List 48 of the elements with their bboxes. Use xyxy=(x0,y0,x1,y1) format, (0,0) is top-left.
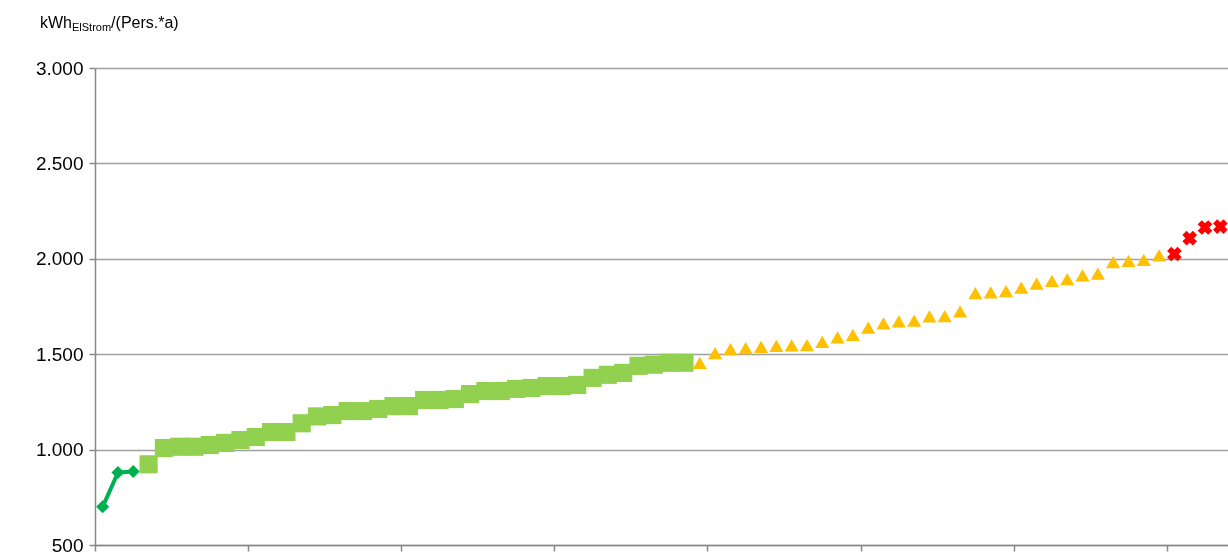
point xyxy=(769,339,784,353)
point xyxy=(675,353,694,372)
point xyxy=(799,338,815,352)
point xyxy=(708,347,723,360)
point xyxy=(1213,219,1228,234)
point xyxy=(876,317,891,330)
point xyxy=(1044,274,1059,288)
point xyxy=(692,356,707,369)
point xyxy=(968,287,983,300)
point xyxy=(845,328,860,342)
point xyxy=(126,465,140,479)
point xyxy=(1121,254,1136,268)
y-tick-label: 1.500 xyxy=(35,343,84,365)
y-tick-label: 3.000 xyxy=(35,57,84,79)
point xyxy=(96,500,110,514)
y-tick-label: 2.000 xyxy=(35,248,84,270)
point xyxy=(1152,249,1167,262)
point xyxy=(861,321,876,334)
point xyxy=(891,315,906,328)
point xyxy=(1014,281,1029,294)
point xyxy=(1197,220,1213,235)
y-tick-label: 1.000 xyxy=(35,439,84,461)
point xyxy=(922,310,937,323)
point xyxy=(1182,230,1198,246)
point xyxy=(784,339,799,352)
point xyxy=(983,286,998,299)
point xyxy=(1167,246,1182,262)
point xyxy=(830,331,845,344)
point xyxy=(1075,269,1090,282)
point xyxy=(907,314,922,327)
point xyxy=(952,305,968,318)
point xyxy=(723,342,738,356)
point xyxy=(1029,277,1044,290)
point xyxy=(1106,256,1121,269)
point xyxy=(937,309,952,323)
point xyxy=(111,465,125,480)
y-tick-label: 500 xyxy=(51,534,84,553)
point xyxy=(738,341,753,355)
point xyxy=(277,422,296,442)
point xyxy=(998,285,1014,298)
point xyxy=(139,455,158,474)
point xyxy=(568,375,587,394)
point xyxy=(815,335,830,349)
point xyxy=(753,340,769,353)
point xyxy=(1090,267,1105,280)
y-tick-label: 2.500 xyxy=(35,152,84,174)
point xyxy=(1136,253,1151,267)
point xyxy=(1060,272,1075,286)
